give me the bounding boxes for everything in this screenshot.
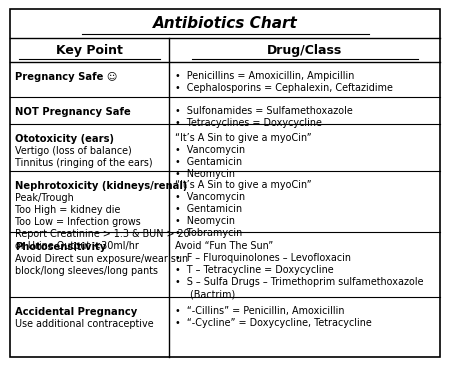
Text: Key Point: Key Point: [56, 44, 123, 57]
Text: Avoid Direct sun exposure/wear sun: Avoid Direct sun exposure/wear sun: [15, 254, 188, 264]
Text: Drug/Class: Drug/Class: [267, 44, 343, 57]
Text: Photosensitivity: Photosensitivity: [15, 242, 106, 252]
Text: •  Neomycin: • Neomycin: [175, 169, 235, 179]
Text: •  Tobramycin: • Tobramycin: [175, 228, 242, 238]
FancyBboxPatch shape: [10, 9, 440, 357]
Text: •  Neomycin: • Neomycin: [175, 216, 235, 227]
Text: or Urine Output <30ml/hr: or Urine Output <30ml/hr: [15, 241, 139, 251]
Text: •  S – Sulfa Drugs – Trimethoprim sulfamethoxazole: • S – Sulfa Drugs – Trimethoprim sulfame…: [175, 277, 423, 287]
Text: Too Low = Infection grows: Too Low = Infection grows: [15, 217, 141, 227]
Text: Tinnitus (ringing of the ears): Tinnitus (ringing of the ears): [15, 158, 153, 168]
Text: Antibiotics Chart: Antibiotics Chart: [153, 16, 298, 31]
Text: •  “-Cycline” = Doxycycline, Tetracycline: • “-Cycline” = Doxycycline, Tetracycline: [175, 318, 372, 328]
Text: •  F – Fluroquinolones – Levofloxacin: • F – Fluroquinolones – Levofloxacin: [175, 254, 351, 264]
Text: Peak/Trough: Peak/Trough: [15, 193, 73, 203]
Text: Use additional contraceptive: Use additional contraceptive: [15, 319, 154, 329]
Text: NOT Pregnancy Safe: NOT Pregnancy Safe: [15, 107, 130, 117]
Text: Accidental Pregnancy: Accidental Pregnancy: [15, 307, 137, 317]
Text: •  Sulfonamides = Sulfamethoxazole: • Sulfonamides = Sulfamethoxazole: [175, 106, 353, 116]
Text: •  Vancomycin: • Vancomycin: [175, 193, 245, 202]
Text: •  Vancomycin: • Vancomycin: [175, 145, 245, 155]
Text: Nephrotoxicity (kidneys/renal): Nephrotoxicity (kidneys/renal): [15, 181, 187, 191]
Text: Report Creatinine > 1.3 & BUN > 20: Report Creatinine > 1.3 & BUN > 20: [15, 229, 190, 239]
Text: Ototoxicity (ears): Ototoxicity (ears): [15, 134, 114, 144]
Text: Vertigo (loss of balance): Vertigo (loss of balance): [15, 146, 132, 156]
Text: Avoid “Fun The Sun”: Avoid “Fun The Sun”: [175, 242, 273, 251]
Text: •  Penicillins = Amoxicillin, Ampicillin: • Penicillins = Amoxicillin, Ampicillin: [175, 71, 354, 82]
Text: •  “-Cillins” = Penicillin, Amoxicillin: • “-Cillins” = Penicillin, Amoxicillin: [175, 306, 344, 316]
Text: •  Tetracyclines = Doxycycline: • Tetracyclines = Doxycycline: [175, 118, 322, 128]
Text: block/long sleeves/long pants: block/long sleeves/long pants: [15, 266, 158, 276]
Text: Too High = kidney die: Too High = kidney die: [15, 205, 120, 215]
Text: “It’s A Sin to give a myoCin”: “It’s A Sin to give a myoCin”: [175, 133, 311, 143]
Text: •  Gentamicin: • Gentamicin: [175, 205, 242, 214]
Text: (Bactrim): (Bactrim): [175, 290, 235, 299]
Text: “It’s A Sin to give a myoCin”: “It’s A Sin to give a myoCin”: [175, 180, 311, 190]
Text: Pregnancy Safe ☺: Pregnancy Safe ☺: [15, 72, 117, 82]
Text: •  Gentamicin: • Gentamicin: [175, 157, 242, 167]
Text: •  T – Tetracycline = Doxycycline: • T – Tetracycline = Doxycycline: [175, 265, 333, 276]
Text: •  Cephalosporins = Cephalexin, Ceftazidime: • Cephalosporins = Cephalexin, Ceftazidi…: [175, 83, 392, 93]
